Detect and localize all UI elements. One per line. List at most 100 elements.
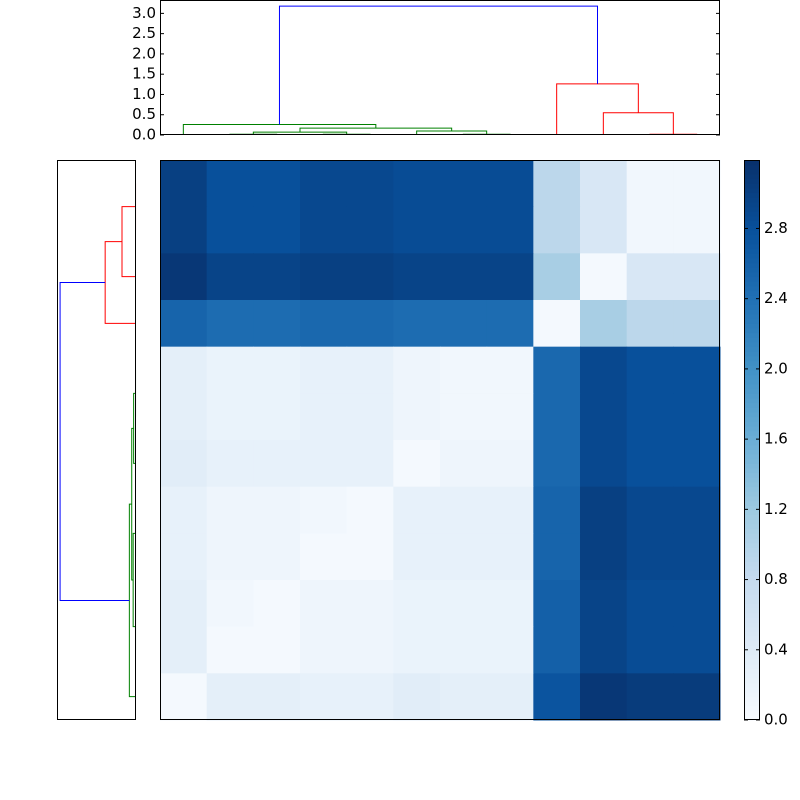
heatmap-cell — [626, 440, 674, 488]
heatmap-cell — [580, 580, 628, 628]
colorbar-tick-label: 0.4 — [764, 640, 788, 658]
heatmap-cell — [346, 206, 394, 254]
heatmap-cell — [486, 626, 534, 674]
colorbar-segment — [744, 463, 760, 469]
heatmap-cell — [486, 533, 534, 581]
heatmap-cell — [253, 160, 301, 208]
colorbar-segment — [744, 454, 760, 460]
heatmap-cell — [393, 580, 441, 628]
heatmap-cell — [533, 440, 581, 488]
heatmap-cell — [206, 673, 254, 721]
colorbar-segment — [744, 636, 760, 642]
heatmap-cell — [673, 673, 721, 721]
colorbar-segment — [744, 318, 760, 324]
colorbar-segment — [744, 435, 760, 441]
colorbar-segment — [744, 580, 760, 586]
heatmap-cell — [673, 626, 721, 674]
colorbar-segment — [744, 696, 760, 702]
heatmap-cell — [580, 533, 628, 581]
heatmap-cell — [300, 440, 348, 488]
heatmap-cell — [580, 393, 628, 441]
colorbar-segment — [744, 202, 760, 208]
colorbar-segment — [744, 603, 760, 609]
colorbar-segment — [744, 342, 760, 348]
dendrogram-link — [602, 112, 674, 135]
heatmap-cell — [580, 300, 628, 348]
colorbar-segment — [744, 174, 760, 180]
colorbar-segment — [744, 304, 760, 310]
heatmap-cell — [626, 206, 674, 254]
heatmap-cell — [300, 580, 348, 628]
dendrogram-link — [278, 5, 598, 125]
heatmap-cell — [206, 580, 254, 628]
heatmap-cell — [346, 626, 394, 674]
heatmap-cell — [253, 533, 301, 581]
heatmap-cell — [253, 626, 301, 674]
y-tick-label: 1.5 — [132, 65, 156, 83]
heatmap-cell — [626, 626, 674, 674]
heatmap-cell — [160, 206, 208, 254]
heatmap-cell — [626, 580, 674, 628]
heatmap-cell — [206, 440, 254, 488]
colorbar-segment — [744, 468, 760, 474]
heatmap-cell — [160, 393, 208, 441]
colorbar-segment — [744, 640, 760, 646]
heatmap-cell — [206, 486, 254, 534]
y-tick-label: 0.0 — [132, 126, 156, 144]
heatmap-cell — [673, 300, 721, 348]
heatmap-cell — [580, 440, 628, 488]
heatmap-cell — [626, 393, 674, 441]
heatmap-cell — [206, 253, 254, 301]
colorbar-segment — [744, 608, 760, 614]
heatmap-cell — [206, 300, 254, 348]
heatmap-cell — [580, 160, 628, 208]
colorbar-segment — [744, 412, 760, 418]
heatmap-cell — [346, 346, 394, 394]
colorbar-segment — [744, 309, 760, 315]
heatmap-cell — [673, 160, 721, 208]
colorbar-segment — [744, 528, 760, 534]
heatmap-cell — [300, 160, 348, 208]
colorbar-segment — [744, 538, 760, 544]
heatmap-cell — [346, 300, 394, 348]
colorbar-segment — [744, 547, 760, 553]
colorbar-segment — [744, 234, 760, 240]
colorbar-segment — [744, 351, 760, 357]
heatmap-cell — [160, 253, 208, 301]
colorbar-tick-label: 0.0 — [764, 711, 788, 729]
colorbar-segment — [744, 472, 760, 478]
heatmap-cell — [673, 346, 721, 394]
colorbar-segment — [744, 710, 760, 716]
heatmap-cell — [486, 206, 534, 254]
heatmap-cell — [300, 253, 348, 301]
heatmap-cell — [533, 673, 581, 721]
colorbar-segment — [744, 570, 760, 576]
colorbar-segment — [744, 533, 760, 539]
heatmap-cell — [673, 440, 721, 488]
colorbar-segment — [744, 197, 760, 203]
colorbar-segment — [744, 230, 760, 236]
colorbar-segment — [744, 617, 760, 623]
colorbar-segment — [744, 426, 760, 432]
colorbar-segment — [744, 594, 760, 600]
heatmap-cell — [346, 580, 394, 628]
colorbar-segment — [744, 654, 760, 660]
colorbar-segment — [744, 248, 760, 254]
heatmap-cell — [440, 206, 488, 254]
colorbar-segment — [744, 440, 760, 446]
colorbar-segment — [744, 388, 760, 394]
colorbar-segment — [744, 272, 760, 278]
heatmap-cell — [393, 160, 441, 208]
heatmap-cell — [533, 533, 581, 581]
heatmap-cell — [673, 393, 721, 441]
heatmap-cell — [673, 580, 721, 628]
heatmap-cell — [160, 160, 208, 208]
colorbar-segment — [744, 276, 760, 282]
colorbar-segment — [744, 510, 760, 516]
heatmap-cell — [533, 300, 581, 348]
heatmap-cell — [346, 673, 394, 721]
heatmap-cell — [533, 626, 581, 674]
heatmap-cell — [300, 533, 348, 581]
heatmap-cell — [253, 393, 301, 441]
colorbar-frame — [744, 160, 760, 720]
